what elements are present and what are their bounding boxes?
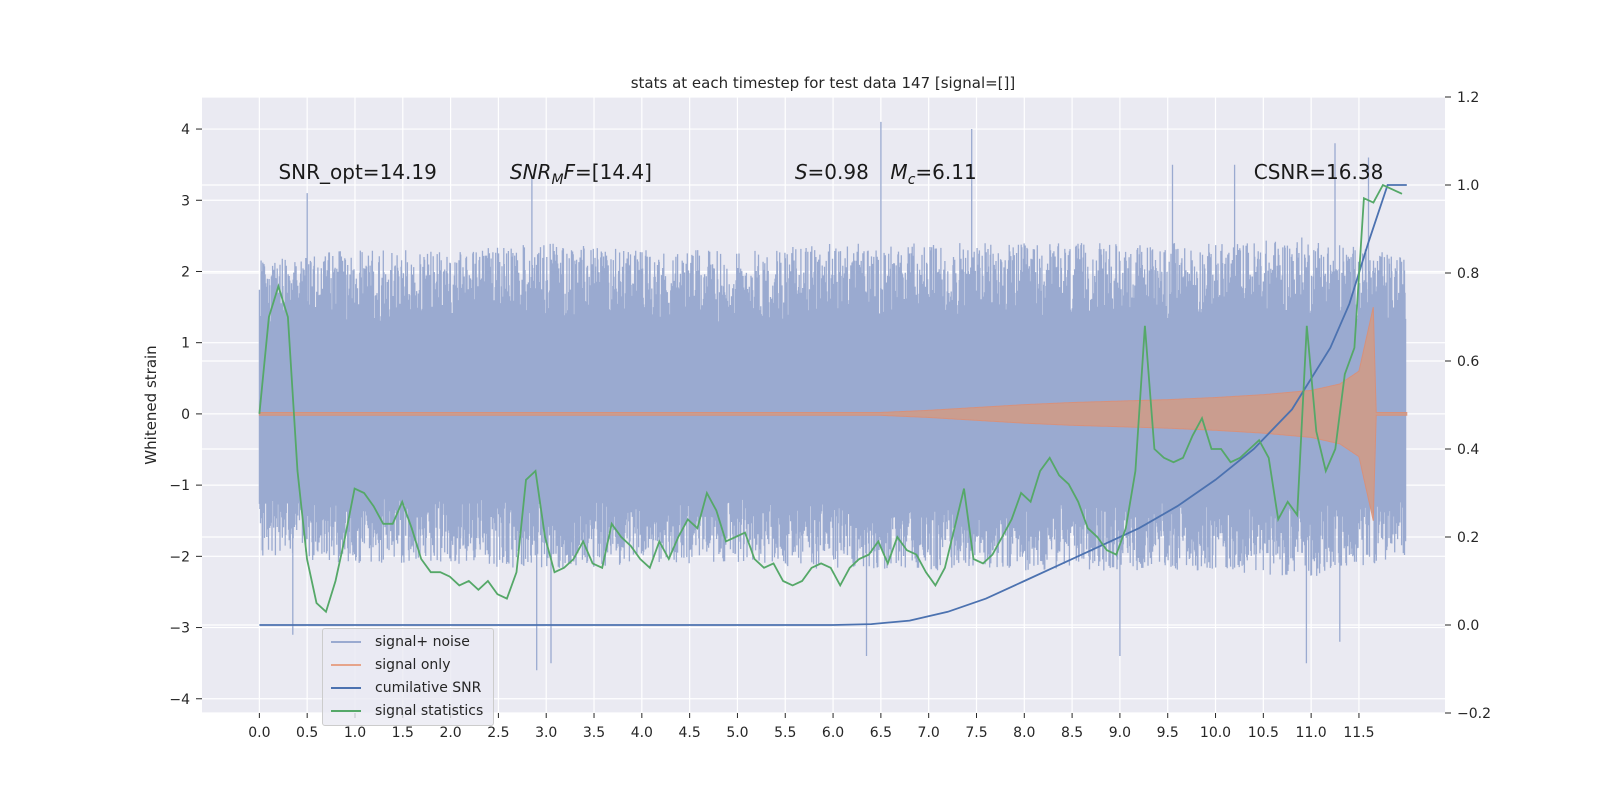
legend-item-signal-statistics: signal statistics <box>331 700 483 722</box>
annotation: S=0.98 <box>795 160 869 184</box>
y2-tick-label: 0.4 <box>1457 442 1479 458</box>
y2-tick-label: 0.6 <box>1457 354 1479 370</box>
x-tick-label: 9.0 <box>1109 725 1131 741</box>
legend-swatch <box>331 710 361 712</box>
x-tick-label: 11.5 <box>1343 725 1374 741</box>
annotation: SNRMF=[14.4] <box>510 160 652 188</box>
axes: 0.0 0.5 1.0 1.5 2.0 2.5 3.0 3.5 4.0 4.5 5.0 5.5 6.0 6… <box>169 90 1491 741</box>
y2-tick-label: −0.2 <box>1457 706 1491 722</box>
legend-item-cumulative-snr: cumilative SNR <box>331 677 481 699</box>
x-tick-label: 6.0 <box>822 725 844 741</box>
y2-tick-label: 1.0 <box>1457 178 1479 194</box>
y-tick-label: −3 <box>169 621 190 637</box>
series-signal-statistics <box>258 183 1403 614</box>
y-tick-label: −1 <box>169 478 190 494</box>
legend-label: signal only <box>375 657 451 673</box>
legend-label: signal+ noise <box>375 634 470 650</box>
x-tick-label: 7.5 <box>965 725 987 741</box>
y-tick-label: 0 <box>181 407 190 423</box>
y2-tick-label: 0.0 <box>1457 618 1479 634</box>
x-tick-label: 5.0 <box>726 725 748 741</box>
x-tick-label: 0.0 <box>248 725 270 741</box>
y-tick-label: 4 <box>181 122 190 138</box>
x-tick-label: 6.5 <box>870 725 892 741</box>
x-tick-label: 4.5 <box>679 725 701 741</box>
y-tick-label: −4 <box>169 692 190 708</box>
legend-swatch <box>331 664 361 666</box>
legend-swatch <box>331 641 361 643</box>
x-tick-label: 4.0 <box>631 725 653 741</box>
signal-only-envelope <box>258 306 1408 521</box>
x-tick-label: 0.5 <box>296 725 318 741</box>
legend-swatch <box>331 687 361 689</box>
y-axis-label: Whitened strain <box>142 345 160 464</box>
legend: signal+ noise signal only cumilative SNR… <box>322 628 494 726</box>
y-tick-label: −2 <box>169 549 190 565</box>
legend-item-signal-only: signal only <box>331 654 450 676</box>
annotation: CSNR=16.38 <box>1254 160 1384 184</box>
x-tick-label: 9.5 <box>1157 725 1179 741</box>
y-tick-label: 3 <box>181 193 190 209</box>
x-tick-label: 11.0 <box>1296 725 1327 741</box>
x-tick-label: 2.5 <box>487 725 509 741</box>
series-signal-only <box>258 306 1408 521</box>
annotation: Mc=6.11 <box>890 160 976 188</box>
x-tick-label: 3.0 <box>535 725 557 741</box>
signal-statistics-line <box>258 183 1403 614</box>
legend-label: cumilative SNR <box>375 680 482 696</box>
annotations: SNR_opt=14.19 SNRMF=[14.4] S=0.98 Mc=6.11 CS… <box>278 160 1383 188</box>
y2-tick-label: 0.2 <box>1457 530 1479 546</box>
x-tick-label: 8.5 <box>1061 725 1083 741</box>
x-tick-label: 1.5 <box>392 725 414 741</box>
x-tick-label: 5.5 <box>774 725 796 741</box>
legend-item-signal-noise: signal+ noise <box>331 631 470 653</box>
y-tick-label: 1 <box>181 336 190 352</box>
x-tick-label: 7.0 <box>918 725 940 741</box>
x-tick-label: 2.0 <box>439 725 461 741</box>
legend-label: signal statistics <box>375 703 484 719</box>
x-tick-label: 3.5 <box>583 725 605 741</box>
x-tick-label: 10.5 <box>1248 725 1279 741</box>
y2-tick-label: 0.8 <box>1457 266 1479 282</box>
x-tick-label: 8.0 <box>1013 725 1035 741</box>
y2-tick-label: 1.2 <box>1457 90 1479 106</box>
series-cumulative-snr <box>259 184 1407 626</box>
chart-title: stats at each timestep for test data 147… <box>631 74 1016 92</box>
cumulative-snr-line <box>259 184 1407 626</box>
annotation: SNR_opt=14.19 <box>278 160 436 184</box>
x-tick-label: 10.0 <box>1200 725 1231 741</box>
x-tick-label: 1.0 <box>344 725 366 741</box>
y-tick-label: 2 <box>181 264 190 280</box>
